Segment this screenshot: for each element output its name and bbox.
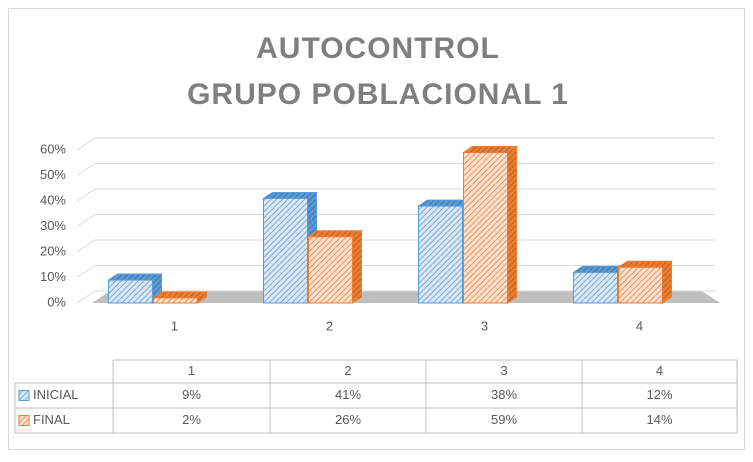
table-cell: 12% (646, 387, 672, 402)
table-header: 4 (656, 363, 663, 378)
y-tick-label: 30% (40, 218, 66, 233)
bar (463, 152, 508, 304)
bar-top (306, 230, 364, 238)
y-tick-label: 10% (40, 269, 66, 284)
y-tick-label: 60% (40, 141, 66, 156)
grid-line (76, 137, 715, 151)
bar (108, 279, 153, 304)
bar-top (616, 260, 674, 268)
x-tick-label: 3 (481, 318, 488, 333)
bar-top (461, 146, 519, 154)
chart-border (8, 8, 745, 450)
table-header: 1 (188, 363, 195, 378)
bar-top (106, 273, 164, 281)
chart-title: AUTOCONTROL (256, 32, 500, 65)
bar-top (261, 191, 319, 199)
legend-label: INICIAL (33, 387, 79, 402)
table-header: 3 (500, 363, 507, 378)
bar-side (507, 145, 517, 304)
legend-label: FINAL (33, 412, 70, 427)
y-tick-label: 0% (47, 294, 66, 309)
bar (263, 197, 308, 304)
y-tick-label: 50% (40, 167, 66, 182)
y-tick-label: 20% (40, 243, 66, 258)
bar-top (151, 291, 209, 299)
table-cell: 38% (491, 387, 517, 402)
legend-key (18, 390, 30, 401)
x-tick-label: 4 (636, 318, 643, 333)
x-tick-label: 1 (171, 318, 178, 333)
table-cell: 59% (491, 412, 517, 427)
bar-side (352, 229, 362, 304)
table-cell: 9% (182, 387, 201, 402)
table-header: 2 (344, 363, 351, 378)
legend-key (18, 415, 30, 426)
table-cell: 41% (335, 387, 361, 402)
chart-title: GRUPO POBLACIONAL 1 (187, 78, 569, 111)
bar (418, 205, 463, 304)
table-cell: 2% (182, 412, 201, 427)
bar (573, 271, 618, 304)
x-tick-label: 2 (326, 318, 333, 333)
bar (308, 236, 353, 304)
floor (92, 291, 720, 303)
table-cell: 14% (646, 412, 672, 427)
y-tick-label: 40% (40, 192, 66, 207)
bar-side (662, 260, 672, 304)
bar (153, 297, 198, 304)
bar (618, 266, 663, 304)
table-cell: 26% (335, 412, 361, 427)
